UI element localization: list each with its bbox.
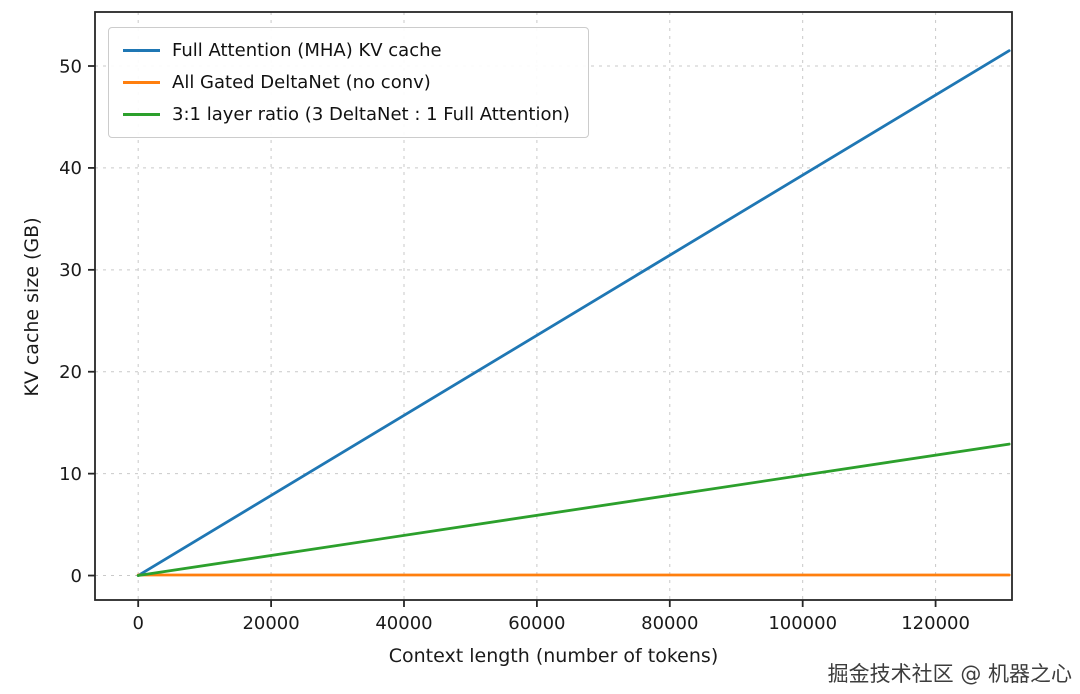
y-axis-label: KV cache size (GB) — [21, 217, 43, 397]
legend-item: All Gated DeltaNet (no conv) — [123, 72, 570, 93]
series-line — [136, 49, 1011, 577]
legend-line-swatch — [123, 113, 160, 116]
x-tick-label: 100000 — [768, 613, 837, 634]
legend-label: All Gated DeltaNet (no conv) — [172, 72, 431, 93]
legend-line-swatch — [123, 81, 160, 84]
legend-item: Full Attention (MHA) KV cache — [123, 40, 570, 61]
x-tick-label: 120000 — [901, 613, 970, 634]
x-tick-label: 60000 — [508, 613, 565, 634]
y-tick-label: 50 — [59, 56, 82, 77]
plot-frame — [94, 11, 1013, 601]
x-tick-label: 0 — [132, 613, 143, 634]
watermark-text: 掘金技术社区 @ 机器之心 — [827, 662, 1072, 686]
x-tick-label: 80000 — [641, 613, 698, 634]
y-tick-label: 40 — [59, 158, 82, 179]
y-tick-label: 30 — [59, 260, 82, 281]
legend-label: Full Attention (MHA) KV cache — [172, 40, 442, 61]
x-tick-label: 20000 — [242, 613, 299, 634]
y-tick-label: 10 — [59, 464, 82, 485]
y-tick-label: 0 — [71, 566, 82, 587]
x-tick-label: 40000 — [375, 613, 432, 634]
legend-line-swatch — [123, 49, 160, 52]
legend-label: 3:1 layer ratio (3 DeltaNet : 1 Full Att… — [172, 104, 570, 125]
y-tick-label: 20 — [59, 362, 82, 383]
x-axis-label: Context length (number of tokens) — [388, 645, 719, 667]
legend: Full Attention (MHA) KV cache All Gated D… — [108, 27, 589, 138]
legend-item: 3:1 layer ratio (3 DeltaNet : 1 Full Att… — [123, 104, 570, 125]
series-line — [136, 442, 1011, 577]
